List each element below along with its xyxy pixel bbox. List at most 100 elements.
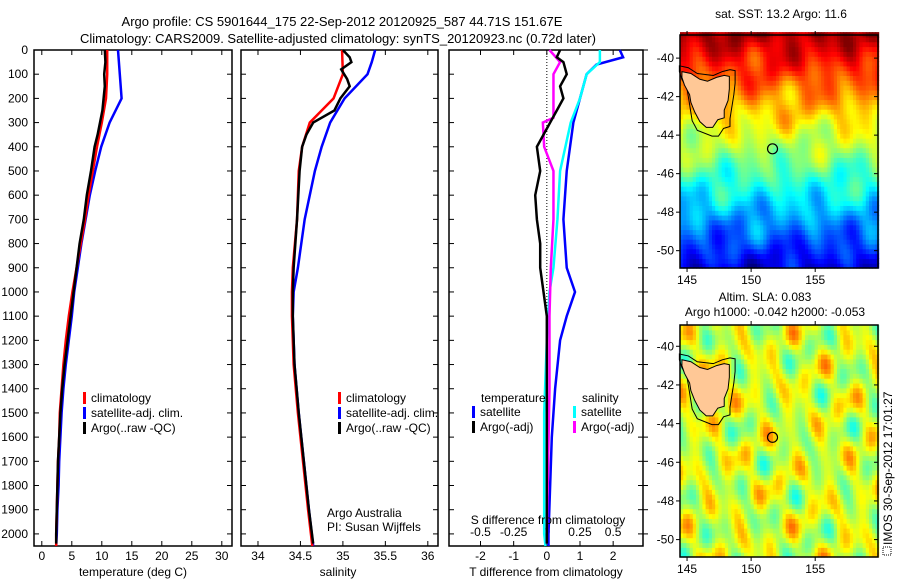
heatmap-cell (718, 441, 722, 446)
y-tick-label: 1700 (1, 454, 28, 468)
heatmap-cell (718, 186, 722, 191)
heatmap-cell (718, 148, 722, 153)
x2-tick-label: -0.25 (500, 525, 528, 539)
heatmap-cell (802, 75, 806, 80)
temperature-panel: 0100200300400500600700800900100011001200… (1, 43, 232, 563)
heatmap-cell (718, 412, 722, 417)
x-tick-label: 36 (421, 549, 435, 563)
heatmap-cell (802, 234, 806, 239)
legend-label: satellite-adj. clim. (346, 406, 438, 420)
x-tick-label: 35 (336, 549, 350, 563)
legend-label: Argo(-adj) (480, 420, 533, 434)
legend-swatch (83, 392, 86, 404)
heatmap-cell (802, 109, 806, 114)
heatmap-cell (718, 431, 722, 436)
heatmap-cell (802, 239, 806, 244)
heatmap-cell (718, 191, 722, 196)
heatmap-cell (802, 138, 806, 143)
x-tick-label: 34 (251, 549, 265, 563)
x-tick-label: -2 (475, 549, 486, 563)
heatmap-cell (802, 157, 806, 162)
heatmap-cell (802, 148, 806, 153)
heatmap-cell (802, 201, 806, 206)
heatmap-cell (718, 335, 722, 340)
heatmap-cell (802, 153, 806, 158)
heatmap-cell (802, 104, 806, 109)
heatmap-cell (802, 210, 806, 215)
heatmap-cell (718, 157, 722, 162)
y-tick-label: -44 (657, 128, 675, 142)
legend-label: satellite (581, 405, 622, 419)
legend-swatch (573, 406, 576, 418)
x-tick-label: 150 (741, 273, 761, 287)
heatmap-cell (718, 456, 722, 461)
y-tick-label: 1800 (1, 479, 28, 493)
legend-swatch (573, 421, 576, 433)
y-tick-label: 1600 (1, 430, 28, 444)
y-tick-label: 0 (21, 43, 28, 57)
legend-swatch (83, 422, 86, 434)
heatmap-cell (718, 330, 722, 335)
heatmap-cell (718, 234, 722, 239)
heatmap-cell (802, 244, 806, 249)
heatmap-cell (718, 344, 722, 349)
legend-swatch (338, 422, 341, 434)
heatmap-cell (802, 56, 806, 61)
legend-label: Argo(..raw -QC) (91, 421, 176, 435)
heatmap-cell (802, 220, 806, 225)
heatmap-cell (718, 177, 722, 182)
y-tick-label: 700 (8, 212, 28, 226)
heatmap-cell (802, 191, 806, 196)
heatmap-cell (802, 51, 806, 56)
heatmap-cell (718, 494, 722, 499)
y-tick-label: -48 (657, 205, 675, 219)
y-tick-label: 100 (8, 67, 28, 81)
heatmap-cell (802, 143, 806, 148)
heatmap-cell (718, 258, 722, 263)
heatmap-cell (718, 504, 722, 509)
heatmap-cell (718, 210, 722, 215)
x-tick-label: 25 (185, 549, 199, 563)
x-tick-label: -1 (508, 549, 519, 563)
x-tick-label: 0 (38, 549, 45, 563)
legend-swatch (472, 421, 475, 433)
heatmap-cell (802, 258, 806, 263)
heatmap-cell (718, 205, 722, 210)
heatmap-cell (802, 177, 806, 182)
heatmap-cell (802, 124, 806, 129)
heatmap-cell (802, 167, 806, 172)
y-tick-label: -50 (657, 244, 675, 258)
heatmap-cell (802, 254, 806, 259)
x-tick-label: 35.5 (374, 549, 398, 563)
heatmap-cell (802, 47, 806, 52)
heatmap-cell (718, 470, 722, 475)
legend-header: temperature (481, 391, 546, 405)
heatmap-cell (802, 249, 806, 254)
plot-frame (34, 50, 232, 546)
legend-swatch (338, 407, 341, 419)
y-tick-label: 200 (8, 91, 28, 105)
heatmap-cell (718, 239, 722, 244)
legend-header: salinity (582, 391, 619, 405)
plot-frame (241, 50, 438, 546)
heatmap-cell (718, 225, 722, 230)
heatmap-cell (718, 533, 722, 538)
heatmap-cell (802, 133, 806, 138)
y-tick-label: 800 (8, 237, 28, 251)
heatmap-cell (718, 475, 722, 480)
y-tick-label: -42 (657, 90, 675, 104)
heatmap-cell (718, 480, 722, 485)
legend-label: climatology (91, 391, 151, 405)
heatmap-cell (802, 205, 806, 210)
x2-tick-label: 0.5 (605, 525, 622, 539)
heatmap-cell (802, 230, 806, 235)
y-tick-label: 400 (8, 140, 28, 154)
heatmap-cell (718, 485, 722, 490)
heatmap-cell (718, 446, 722, 451)
y-tick-label: 1000 (1, 285, 28, 299)
x-tick-label: 34.5 (289, 549, 313, 563)
heatmap-cell (718, 499, 722, 504)
heatmap-cell (718, 489, 722, 494)
